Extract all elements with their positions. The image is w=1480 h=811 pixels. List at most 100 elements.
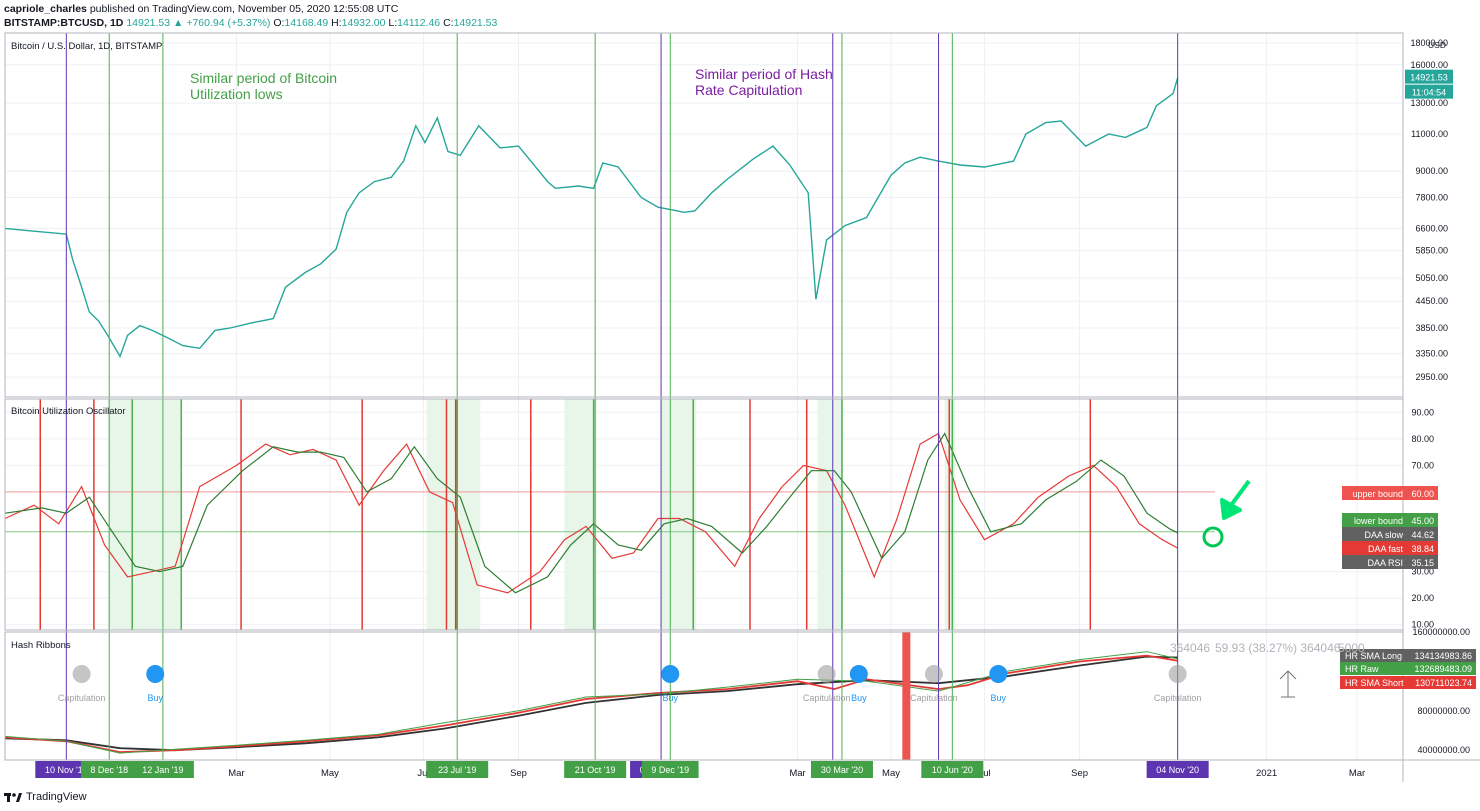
price-panel-title: Bitcoin / U.S. Dollar, 1D, BITSTAMP: [11, 41, 162, 52]
hr-value-label: 132689483.09: [1414, 664, 1472, 674]
osc-panel-title: Bitcoin Utilization Oscillator: [11, 406, 126, 417]
axis-ticks: 18000.00 16000.00 13000.00 11000.00 9000.00 7…: [228, 38, 1470, 779]
publish-line: capriole_charles published on TradingVie…: [4, 3, 398, 15]
osc-name-label: DAA fast: [1368, 544, 1404, 554]
hr-info-text-3: 5000: [1338, 641, 1365, 655]
time-tick-label: May: [882, 768, 900, 779]
event-label: Buy: [851, 693, 867, 703]
hr-tick-label: 160000000.00: [1412, 627, 1470, 637]
annotation-utilization-lows: Utilization lows: [190, 86, 283, 102]
hr-name-label: HR SMA Long: [1345, 651, 1402, 661]
osc-tick-label: 80.00: [1411, 434, 1434, 444]
date-label: 9 Dec '19: [651, 765, 689, 775]
utilization-band: [426, 399, 481, 630]
ribbon-dots: [72, 665, 1187, 683]
date-label-bg: [80, 761, 138, 778]
hr-value-bg: [1340, 662, 1476, 675]
hr-tick-label: 80000000.00: [1417, 706, 1470, 716]
osc-name-label: lower bound: [1354, 516, 1403, 526]
capitulation-dot: [817, 665, 836, 683]
time-tick-label: Mar: [789, 768, 805, 779]
time-tick-label: Jul: [417, 768, 429, 779]
price-tick-label: 11000.00: [1411, 129, 1448, 139]
date-label: 30 Mar '20: [821, 765, 863, 775]
unit-label: USD: [1428, 40, 1446, 50]
tradingview-logo-icon: [4, 793, 22, 802]
date-label-bg: [564, 761, 627, 778]
annotation-utilization-lows: Similar period of Bitcoin: [190, 70, 337, 86]
osc-tick-label: 20.00: [1411, 593, 1434, 603]
footer-brand-label: TradingView: [26, 791, 87, 803]
ohlc-close-label: C:: [443, 17, 454, 29]
value-labels: 10 Nov '18 8 Dec '18 12 Jan '19 23 Jul '19 2…: [35, 69, 1476, 778]
hr-panel-title: Hash Ribbons: [11, 640, 71, 651]
event-label: Capitulation: [58, 693, 106, 703]
date-label: 10 Nov '18: [45, 765, 88, 775]
author-name[interactable]: capriole_charles: [4, 3, 87, 15]
price-tick-label: 7800.00: [1415, 193, 1448, 203]
osc-name-label: DAA slow: [1364, 530, 1403, 540]
time-tick-label: Jul: [978, 768, 990, 779]
osc-value-bg: [1342, 486, 1438, 500]
event-label: Buy: [663, 693, 679, 703]
ohlc-low: 14112.46: [397, 17, 441, 29]
symbol-line: BITSTAMP:BTCUSD, 1D 14921.53 ▲ +760.94 (…: [4, 17, 497, 29]
price-tick-label: 13000.00: [1410, 98, 1448, 108]
capitulation-bar: [902, 632, 911, 760]
event-label: Capitulation: [1154, 693, 1202, 703]
panel-text: Capitulation Buy Buy Capitulation Buy Capitul…: [11, 41, 1365, 703]
hr-value-label: 130711023.74: [1415, 678, 1472, 688]
osc-value-bg: [1342, 541, 1438, 555]
utilization-band: [564, 399, 597, 630]
utilization-band: [661, 399, 697, 630]
price-tick-label: 4450.00: [1415, 296, 1448, 306]
date-label: 04 Nov '20: [1156, 765, 1199, 775]
osc-value-label: 60.00: [1411, 489, 1434, 499]
published-text: published on TradingView.com, November 0…: [89, 3, 399, 15]
hr-name-label: HR SMA Short: [1345, 678, 1404, 688]
price-tick-label: 2950.00: [1415, 372, 1448, 382]
price-tick-label: 6600.00: [1415, 223, 1448, 233]
osc-value-bg: [1342, 527, 1438, 541]
osc-value-label: 45.00: [1411, 516, 1434, 526]
hr-value-bg: [1340, 649, 1476, 662]
date-label: 10 Jun '20: [932, 765, 973, 775]
countdown-label: 11:04:54: [1412, 88, 1446, 98]
highlight-arrow-icon: [1220, 479, 1251, 520]
date-label-bg: [810, 761, 873, 778]
hr-info-text: 364046: [1170, 641, 1210, 655]
time-tick-label: Sep: [1071, 768, 1088, 779]
osc-line-daa-fast: [4, 432, 1178, 594]
buy-dot: [146, 665, 165, 683]
osc-value-bg: [1342, 513, 1438, 527]
price-tick-label: 3850.00: [1415, 323, 1448, 333]
capitulation-dot: [1168, 665, 1187, 683]
price-series: [4, 77, 1179, 359]
ohlc-low-label: L:: [388, 17, 398, 29]
osc-name-label: DAA RSI: [1367, 558, 1403, 568]
ohlc-high-label: H:: [331, 17, 342, 29]
date-label: 8 Dec '18: [90, 765, 128, 775]
event-label: Capitulation: [910, 693, 958, 703]
price-tick-label: 16000.00: [1410, 60, 1448, 70]
panel-frames: [4, 32, 1480, 782]
footer-brand[interactable]: TradingView: [4, 791, 87, 803]
measure-arrow-icon: [1279, 670, 1297, 698]
date-label: 23 Jul '19: [438, 765, 476, 775]
highlight-circle-icon: [1202, 526, 1224, 548]
price-line: [4, 77, 1179, 359]
event-label: Capitulation: [803, 693, 851, 703]
osc-tick-label: 70.00: [1411, 460, 1434, 470]
osc-tick-label: 30.00: [1411, 567, 1434, 577]
symbol-name[interactable]: BITSTAMP:BTCUSD, 1D: [4, 17, 124, 29]
last-price-bg: [1405, 69, 1453, 84]
capitulation-dot: [924, 665, 943, 683]
hr-value-label: 134134983.86: [1414, 651, 1472, 661]
time-tick-label: Mar: [1349, 768, 1365, 779]
date-label: 21 Oct '19: [575, 765, 616, 775]
hr-info-text-2: 59.93 (38.27%) 364046: [1215, 641, 1341, 655]
osc-tick-label: 90.00: [1411, 407, 1434, 417]
date-label: 12 Jan '19: [142, 765, 183, 775]
oscillator-bounds: [5, 491, 1215, 533]
